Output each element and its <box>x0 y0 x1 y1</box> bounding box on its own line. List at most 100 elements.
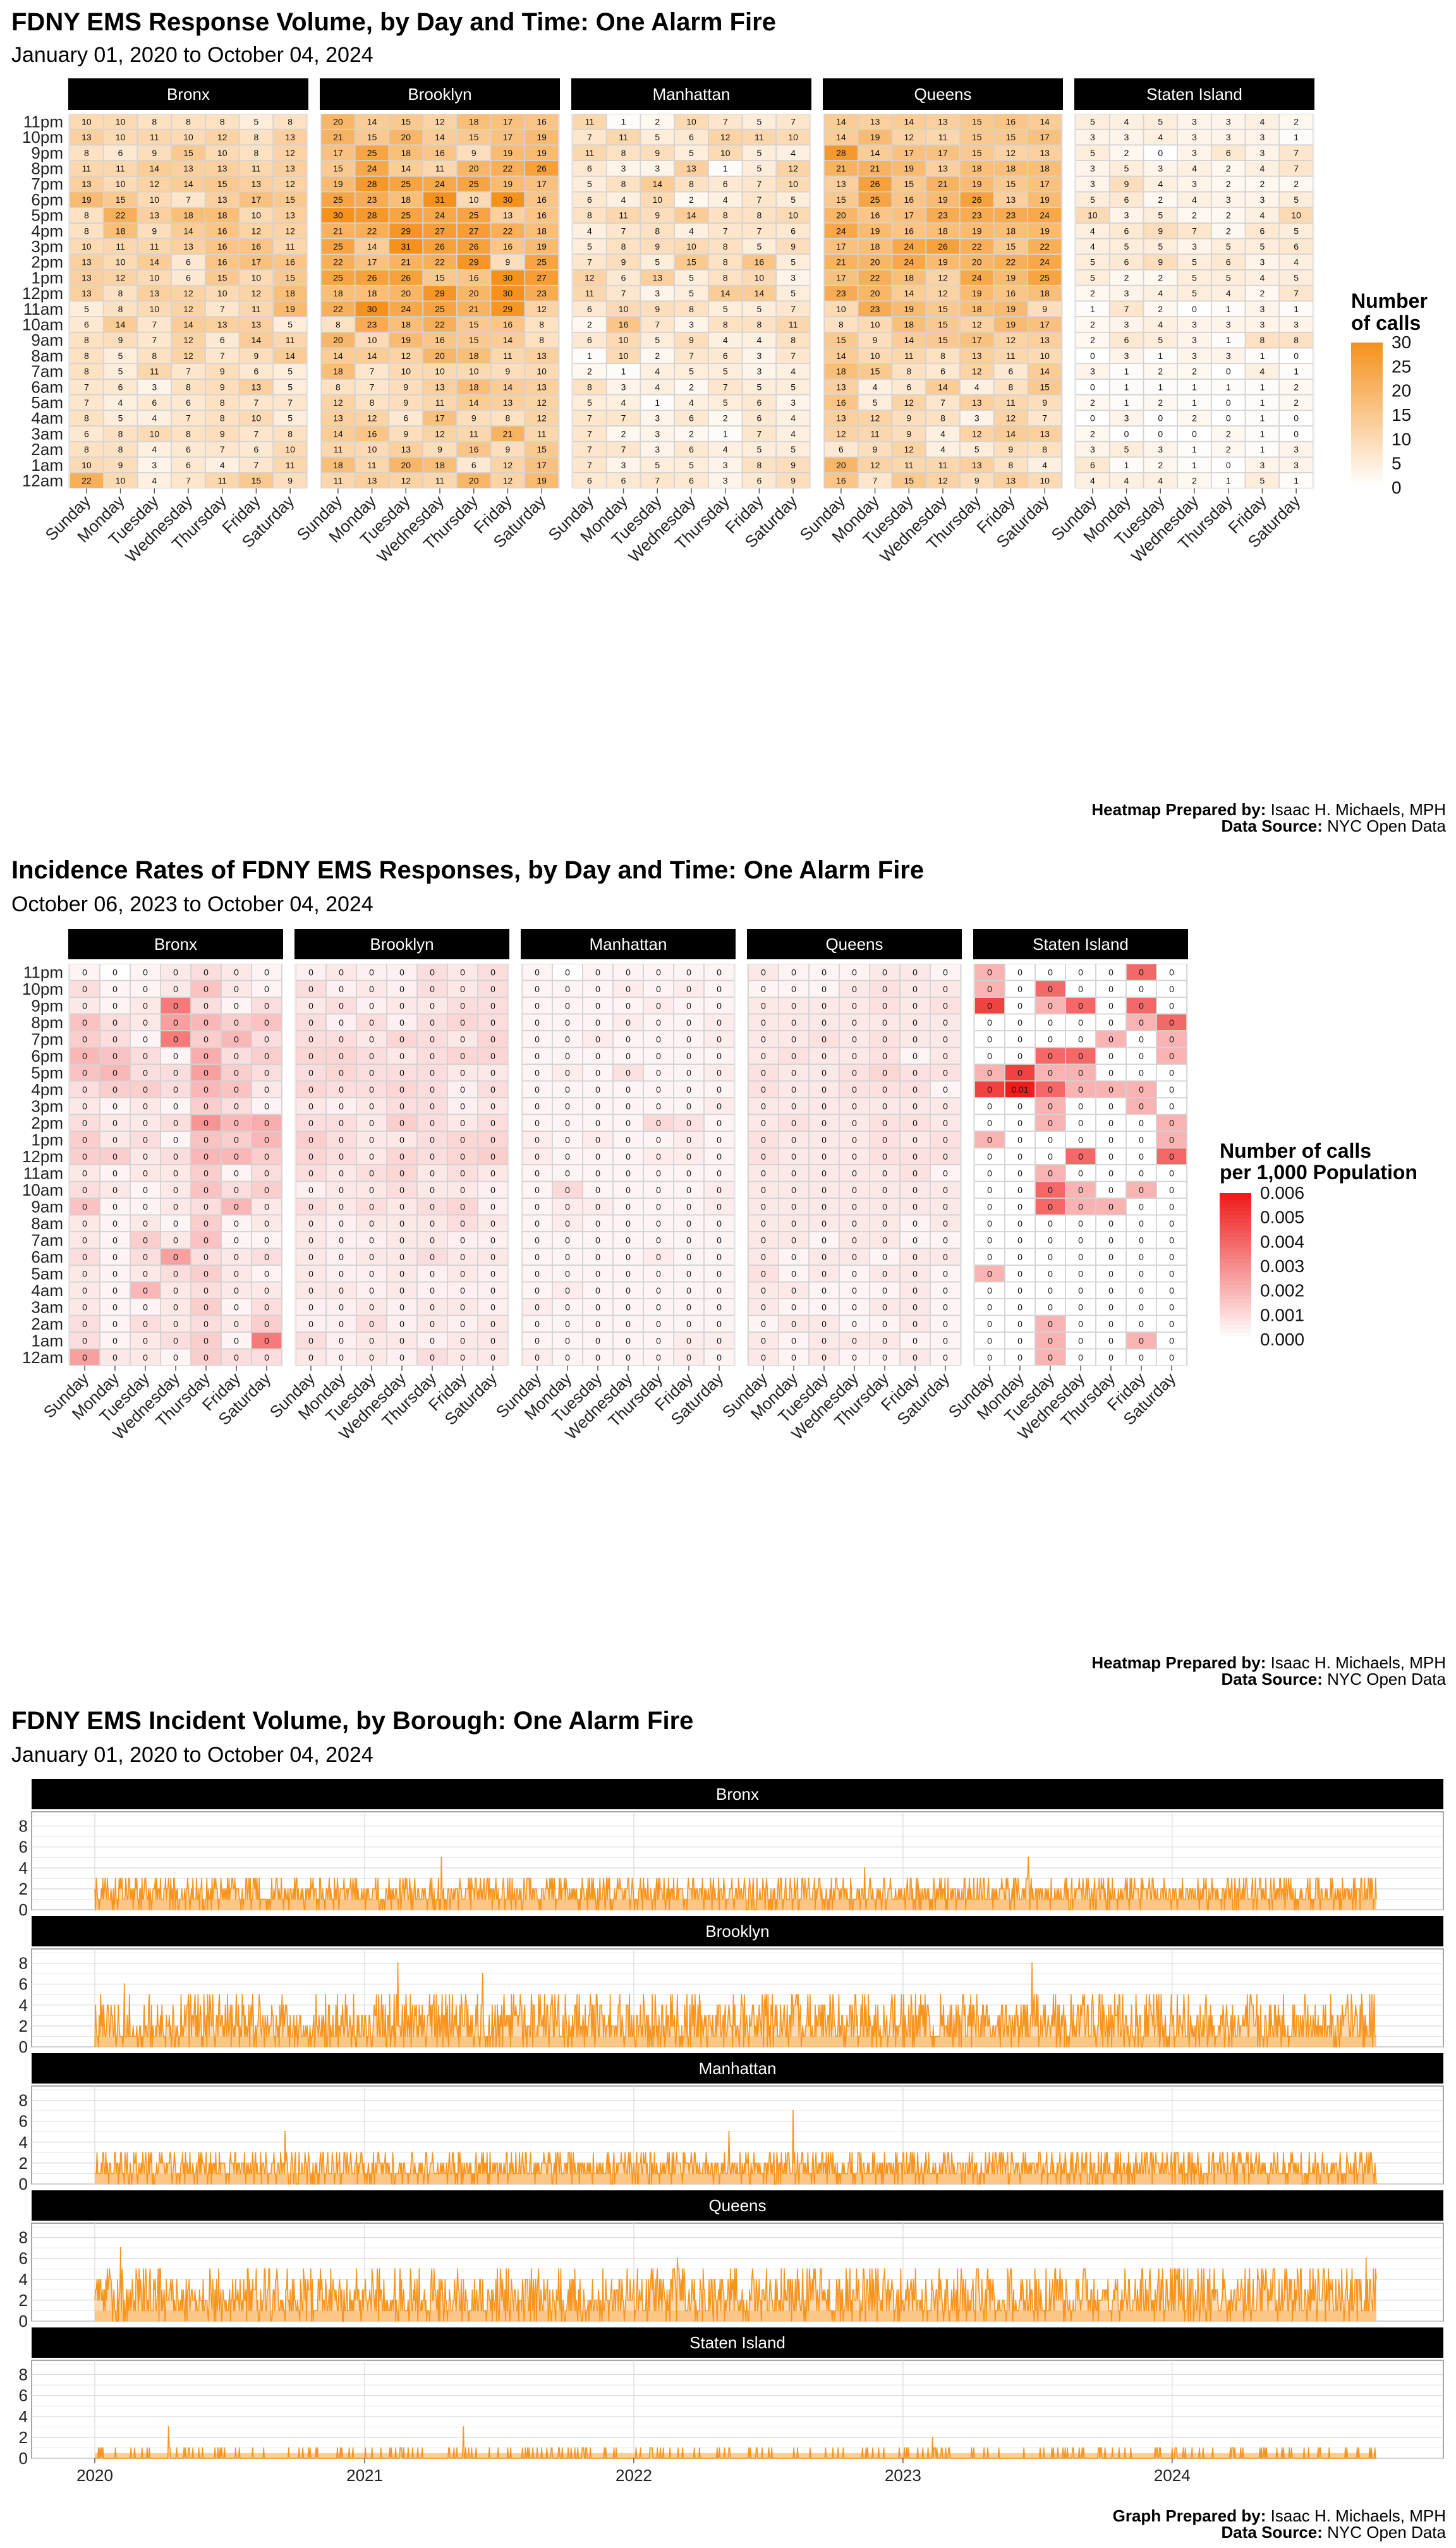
chart1-cell-label-queens-6am-wednesday: 14 <box>938 382 948 392</box>
chart1-cell-label-brooklyn-11pm-wednesday: 12 <box>435 116 445 126</box>
chart1-cell-label-staten-island-5am-tuesday: 2 <box>1158 397 1163 408</box>
chart1-cell-label-queens-12am-sunday: 16 <box>836 475 846 485</box>
chart1-cell-label-bronx-11am-thursday: 7 <box>220 304 225 314</box>
chart1-cell-brooklyn-1pm-saturday <box>525 270 559 286</box>
chart2-cell-label-manhattan-4pm-thursday: 0 <box>656 1084 661 1095</box>
chart1-cell-label-brooklyn-12pm-wednesday: 29 <box>435 288 445 298</box>
chart2-cell-label-queens-8pm-friday: 0 <box>913 1017 918 1028</box>
chart2-cell-label-queens-4pm-thursday: 0 <box>882 1084 887 1095</box>
chart1-cell-label-brooklyn-8am-monday: 14 <box>367 351 377 361</box>
chart1-cell-label-brooklyn-10pm-friday: 17 <box>503 132 513 142</box>
chart1-cell-label-staten-island-1pm-saturday: 5 <box>1294 272 1299 282</box>
chart2-ytick-5am: 5am <box>31 1264 63 1283</box>
chart1-cell-label-manhattan-8am-sunday: 1 <box>587 351 592 361</box>
chart1-cell-label-queens-8pm-monday: 21 <box>870 163 880 173</box>
chart1-cell-label-staten-island-12am-thursday: 1 <box>1226 475 1231 485</box>
chart1-cell-brooklyn-7pm-tuesday <box>389 176 423 192</box>
chart2-cell-label-queens-4pm-saturday: 0 <box>943 1084 948 1095</box>
chart1-cell-label-queens-5pm-thursday: 23 <box>972 210 982 221</box>
chart1-cell-brooklyn-10pm-thursday <box>456 129 491 145</box>
chart3-ytick-bronx-0: 0 <box>19 1900 28 1919</box>
chart1-cell-label-bronx-1pm-friday: 10 <box>252 272 262 282</box>
chart2-cell-label-manhattan-6am-saturday: 0 <box>717 1252 722 1262</box>
chart1-cell-label-queens-2am-monday: 9 <box>873 444 878 454</box>
chart1-cell-brooklyn-1pm-tuesday <box>389 270 423 286</box>
chart2-cell-label-staten-island-9am-thursday: 0 <box>1108 1201 1113 1211</box>
chart1-cell-label-queens-8pm-wednesday: 13 <box>938 163 948 173</box>
chart2-cell-label-manhattan-5am-thursday: 0 <box>656 1268 661 1278</box>
chart1-cell-label-staten-island-6am-tuesday: 1 <box>1158 382 1163 392</box>
chart2-cell-label-manhattan-1pm-tuesday: 0 <box>595 1134 600 1144</box>
chart1-cell-bronx-3pm-monday <box>103 238 138 255</box>
chart1-cell-label-bronx-1am-sunday: 10 <box>82 460 92 470</box>
chart2-cell-label-queens-7am-saturday: 0 <box>943 1235 948 1245</box>
chart1-cell-label-queens-3pm-tuesday: 24 <box>904 241 914 252</box>
chart1-cell-label-manhattan-4am-tuesday: 3 <box>655 413 660 423</box>
chart1-cell-label-queens-6pm-tuesday: 16 <box>904 195 914 205</box>
chart2-cell-label-brooklyn-6pm-saturday: 0 <box>490 1051 495 1061</box>
chart1-cell-label-queens-11pm-thursday: 15 <box>972 116 982 126</box>
chart2-cell-label-staten-island-10pm-monday: 0 <box>1017 984 1022 994</box>
chart2-cell-label-brooklyn-12am-monday: 0 <box>339 1352 344 1362</box>
chart1-legend-swatch <box>1351 349 1383 354</box>
chart2-cell-label-brooklyn-12pm-thursday: 0 <box>430 1151 435 1162</box>
chart1-cell-brooklyn-1pm-friday <box>490 270 525 286</box>
chart2-cell-label-queens-12pm-sunday: 0 <box>761 1151 766 1162</box>
chart1-cell-label-bronx-4am-thursday: 8 <box>220 413 225 423</box>
chart2-cell-label-queens-11pm-tuesday: 0 <box>822 967 827 977</box>
chart2-cell-label-queens-7am-wednesday: 0 <box>852 1235 857 1245</box>
chart2-cell-label-brooklyn-6pm-sunday: 0 <box>308 1051 313 1061</box>
chart2-cell-label-brooklyn-2pm-friday: 0 <box>460 1118 465 1128</box>
chart2-ytick-9am: 9am <box>31 1197 63 1216</box>
chart1-cell-label-manhattan-10pm-sunday: 7 <box>587 132 592 142</box>
chart1-cell-label-bronx-8pm-monday: 11 <box>116 163 125 173</box>
chart1-cell-label-queens-8pm-saturday: 18 <box>1040 163 1050 173</box>
chart2-cell-label-bronx-7am-tuesday: 0 <box>143 1235 148 1245</box>
chart2-cell-label-queens-5pm-wednesday: 0 <box>852 1067 857 1077</box>
chart1-cell-label-queens-6pm-monday: 25 <box>870 195 880 205</box>
chart2-cell-label-staten-island-4pm-wednesday: 0 <box>1078 1084 1083 1095</box>
chart2-cell-label-brooklyn-7pm-thursday: 0 <box>430 1034 435 1044</box>
chart1-cell-label-manhattan-5pm-thursday: 8 <box>723 210 728 221</box>
chart2-cell-label-manhattan-3pm-tuesday: 0 <box>595 1101 600 1111</box>
chart1-cell-label-brooklyn-2pm-saturday: 25 <box>537 257 547 267</box>
chart1-ytick-12am: 12am <box>22 471 63 490</box>
chart2-ytick-6am: 6am <box>31 1247 63 1266</box>
chart1-cell-label-staten-island-8am-wednesday: 3 <box>1192 351 1197 361</box>
chart2-cell-label-staten-island-8pm-sunday: 0 <box>987 1017 992 1028</box>
chart2-cell-label-queens-8pm-thursday: 0 <box>882 1017 887 1028</box>
chart1-cell-brooklyn-7pm-wednesday <box>423 176 457 192</box>
chart2-cell-label-manhattan-1am-thursday: 0 <box>656 1335 661 1345</box>
chart2-cell-label-bronx-3pm-friday: 0 <box>234 1101 239 1111</box>
chart2-cell-label-staten-island-4am-wednesday: 0 <box>1078 1285 1083 1295</box>
chart1-cell-bronx-5am-monday <box>103 394 138 411</box>
chart1-cell-label-queens-11am-tuesday: 19 <box>904 304 914 314</box>
chart1-cell-brooklyn-9pm-saturday <box>525 145 559 161</box>
chart2-cell-label-manhattan-2am-sunday: 0 <box>535 1319 540 1329</box>
chart2-cell-label-bronx-1am-saturday: 0 <box>264 1335 269 1345</box>
chart1-cell-label-bronx-5pm-sunday: 8 <box>84 210 89 221</box>
chart1-cell-brooklyn-7pm-saturday <box>525 176 559 192</box>
chart1-cell-label-manhattan-1pm-wednesday: 5 <box>689 272 694 282</box>
chart2-cell-label-manhattan-9pm-thursday: 0 <box>656 1000 661 1010</box>
chart1-cell-label-manhattan-2pm-sunday: 7 <box>587 257 592 267</box>
chart1-cell-label-brooklyn-12am-tuesday: 12 <box>401 475 411 485</box>
chart2-cell-label-manhattan-4am-wednesday: 0 <box>626 1285 631 1295</box>
chart1-cell-label-bronx-9pm-monday: 6 <box>118 148 123 158</box>
chart2-cell-label-staten-island-9pm-thursday: 0 <box>1108 1000 1113 1010</box>
chart1-cell-bronx-3am-saturday <box>273 426 307 442</box>
chart1-cell-label-manhattan-3am-thursday: 1 <box>723 428 728 439</box>
chart1-cell-brooklyn-9am-tuesday <box>389 332 423 348</box>
chart2-cell-label-queens-9pm-monday: 0 <box>791 1000 796 1010</box>
chart1-cell-brooklyn-12pm-sunday <box>321 285 355 301</box>
chart2-cell-label-manhattan-6am-tuesday: 0 <box>595 1252 600 1262</box>
chart1-cell-label-manhattan-7am-sunday: 2 <box>587 367 592 377</box>
chart2-cell-label-bronx-6am-thursday: 0 <box>203 1252 209 1262</box>
chart1-cell-label-brooklyn-1am-wednesday: 18 <box>435 460 445 470</box>
chart2-cell-label-manhattan-11am-saturday: 0 <box>717 1168 722 1178</box>
chart1-cell-label-staten-island-3am-wednesday: 0 <box>1192 428 1197 439</box>
chart1-cell-label-manhattan-3am-saturday: 4 <box>791 428 796 439</box>
chart1-cell-label-bronx-1pm-sunday: 13 <box>82 272 92 282</box>
chart2-cell-label-queens-9pm-wednesday: 0 <box>852 1000 857 1010</box>
